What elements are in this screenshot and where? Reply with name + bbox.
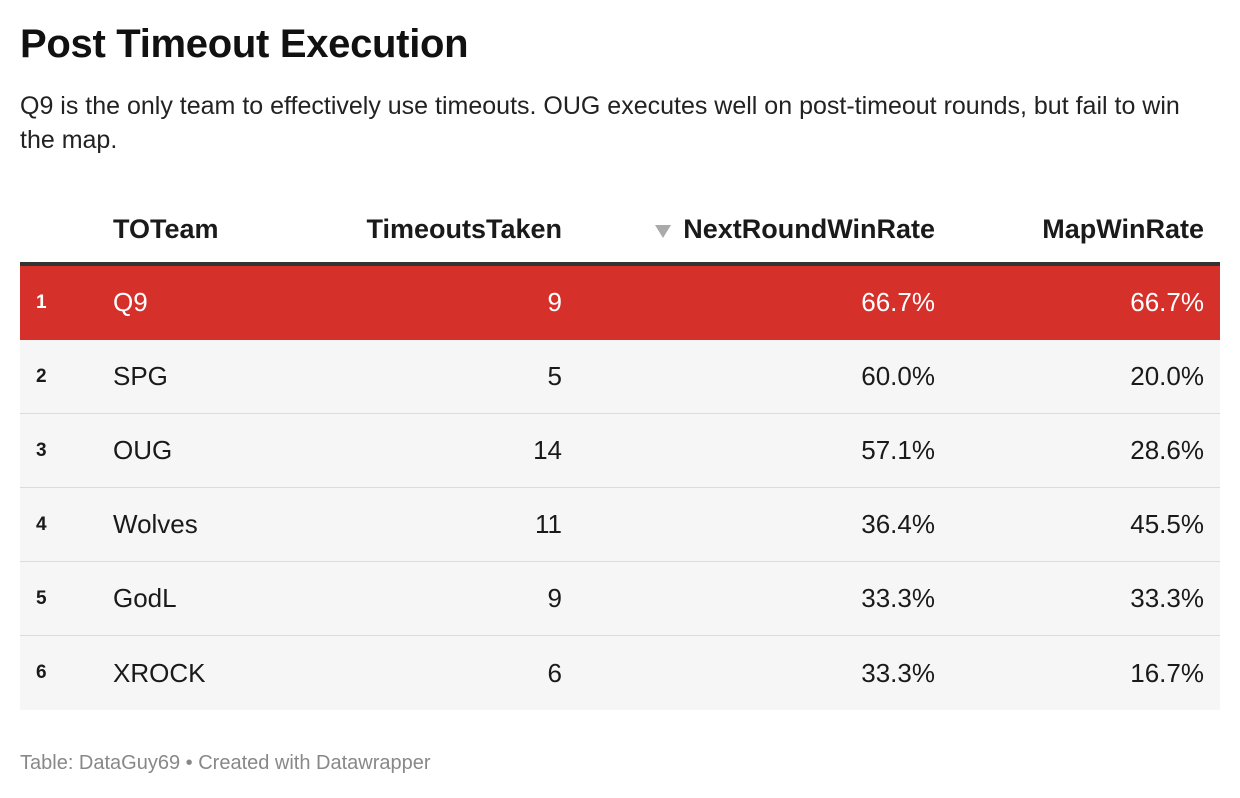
table-body: 1 Q9 9 66.7% 66.7% 2 SPG 5 60.0% 20.0% 3 OUG 14 57.1%…: [20, 266, 1220, 710]
column-header-toteam[interactable]: TOTeam: [113, 213, 219, 244]
data-table: TOTeam TimeoutsTaken NextRoundWinRate Ma…: [20, 196, 1220, 710]
page-title: Post Timeout Execution: [20, 22, 469, 66]
cell-next-round-win-rate: 33.3%: [861, 657, 935, 688]
cell-timeouts-taken: 9: [547, 287, 562, 317]
cell-timeouts-taken: 9: [547, 583, 562, 613]
row-rank: 4: [36, 513, 47, 535]
sort-descending-icon: [655, 224, 672, 238]
row-rank: 3: [36, 439, 47, 461]
column-header-map-win-rate[interactable]: MapWinRate: [1042, 213, 1204, 244]
column-header-next-round-win-rate[interactable]: NextRoundWinRate: [580, 196, 935, 262]
column-header-timeouts-taken[interactable]: TimeoutsTaken: [366, 213, 562, 244]
column-header-label: NextRoundWinRate: [683, 213, 935, 244]
cell-timeouts-taken: 6: [547, 657, 562, 688]
cell-team: Q9: [113, 287, 148, 317]
cell-map-win-rate: 66.7%: [1130, 287, 1204, 317]
table-row: 4 Wolves 11 36.4% 45.5%: [20, 488, 1220, 562]
cell-team: GodL: [113, 583, 177, 613]
cell-next-round-win-rate: 60.0%: [861, 361, 935, 391]
cell-next-round-win-rate: 57.1%: [861, 435, 935, 465]
cell-team: OUG: [113, 435, 173, 465]
cell-team: SPG: [113, 361, 168, 391]
cell-map-win-rate: 33.3%: [1130, 583, 1204, 613]
table-row: 3 OUG 14 57.1% 28.6%: [20, 414, 1220, 488]
table-row: 6 XROCK 6 33.3% 16.7%: [20, 636, 1220, 710]
cell-timeouts-taken: 5: [547, 361, 562, 391]
source-credit: Table: DataGuy69 • Created with Datawrap…: [20, 752, 431, 774]
cell-map-win-rate: 16.7%: [1130, 657, 1204, 688]
row-rank: 2: [36, 365, 47, 387]
cell-team: Wolves: [113, 509, 198, 539]
page-subtitle: Q9 is the only team to effectively use t…: [20, 92, 1180, 154]
row-rank: 5: [36, 587, 47, 609]
cell-timeouts-taken: 11: [535, 509, 562, 539]
cell-next-round-win-rate: 33.3%: [861, 583, 935, 613]
cell-team: XROCK: [113, 657, 206, 688]
table-header: TOTeam TimeoutsTaken NextRoundWinRate Ma…: [20, 196, 1220, 266]
table-row: 2 SPG 5 60.0% 20.0%: [20, 340, 1220, 414]
cell-timeouts-taken: 14: [533, 435, 562, 465]
cell-map-win-rate: 45.5%: [1130, 509, 1204, 539]
cell-next-round-win-rate: 66.7%: [861, 287, 935, 317]
cell-map-win-rate: 28.6%: [1130, 435, 1204, 465]
cell-map-win-rate: 20.0%: [1130, 361, 1204, 391]
cell-next-round-win-rate: 36.4%: [861, 509, 935, 539]
table-row: 5 GodL 9 33.3% 33.3%: [20, 562, 1220, 636]
row-rank: 6: [36, 662, 47, 683]
row-rank: 1: [36, 291, 47, 313]
table-row: 1 Q9 9 66.7% 66.7%: [20, 266, 1220, 340]
